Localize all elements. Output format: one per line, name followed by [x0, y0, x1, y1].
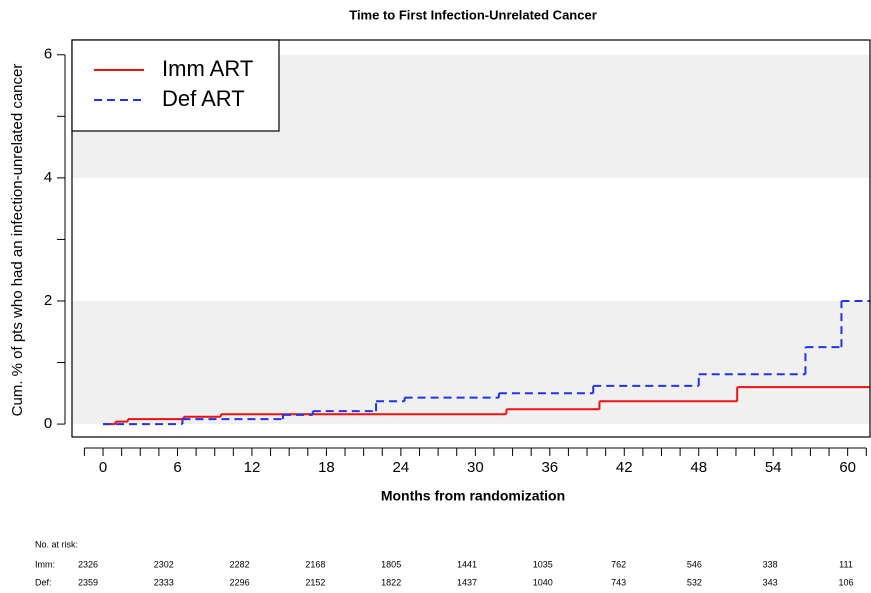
risk-cell: 2359 — [78, 577, 98, 587]
risk-cell: 2333 — [154, 577, 174, 587]
risk-cell: 1805 — [381, 559, 401, 569]
x-tick-label: 0 — [99, 459, 107, 476]
plot-frame — [71, 39, 871, 438]
risk-cell: 343 — [763, 577, 778, 587]
x-tick-label: 6 — [173, 459, 181, 476]
risk-cell: 106 — [838, 577, 853, 587]
risk-cell: 2282 — [230, 559, 250, 569]
y-tick-label: 6 — [44, 46, 52, 63]
risk-row-label: Imm: — [35, 559, 55, 569]
risk-cell: 1822 — [381, 577, 401, 587]
x-tick-label: 18 — [318, 459, 335, 476]
risk-cell: 546 — [687, 559, 702, 569]
y-axis-label: Cum. % of pts who had an infection-unrel… — [9, 64, 26, 417]
risk-cell: 1040 — [533, 577, 553, 587]
x-tick-label: 30 — [467, 459, 484, 476]
chart-title: Time to First Infection-Unrelated Cancer — [349, 7, 597, 22]
x-tick-label: 42 — [616, 459, 633, 476]
risk-cell: 743 — [611, 577, 626, 587]
x-tick-label: 12 — [244, 459, 261, 476]
risk-table-title: No. at risk: — [35, 539, 78, 549]
risk-cell: 2152 — [305, 577, 325, 587]
risk-cell: 2168 — [305, 559, 325, 569]
risk-row-label: Def: — [35, 577, 52, 587]
legend-label: Def ART — [162, 86, 245, 111]
x-tick-label: 36 — [541, 459, 558, 476]
y-tick-label: 4 — [44, 169, 52, 186]
risk-cell: 111 — [839, 559, 853, 569]
risk-cell: 2296 — [230, 577, 250, 587]
risk-cell: 1441 — [457, 559, 477, 569]
legend-box — [71, 39, 280, 132]
x-tick-label: 54 — [765, 459, 782, 476]
risk-cell: 1437 — [457, 577, 477, 587]
legend-label: Imm ART — [162, 56, 253, 81]
x-axis-label: Months from randomization — [381, 488, 565, 504]
risk-cell: 762 — [611, 559, 626, 569]
band — [72, 300, 870, 425]
risk-cell: 532 — [687, 577, 702, 587]
y-tick-label: 2 — [44, 292, 52, 309]
x-tick-label: 48 — [690, 459, 707, 476]
y-tick-label: 0 — [44, 415, 52, 432]
risk-cell: 2326 — [78, 559, 98, 569]
risk-cell: 2302 — [154, 559, 174, 569]
risk-cell: 1035 — [533, 559, 553, 569]
risk-cell: 338 — [763, 559, 778, 569]
x-tick-label: 60 — [839, 459, 856, 476]
x-tick-label: 24 — [393, 459, 410, 476]
